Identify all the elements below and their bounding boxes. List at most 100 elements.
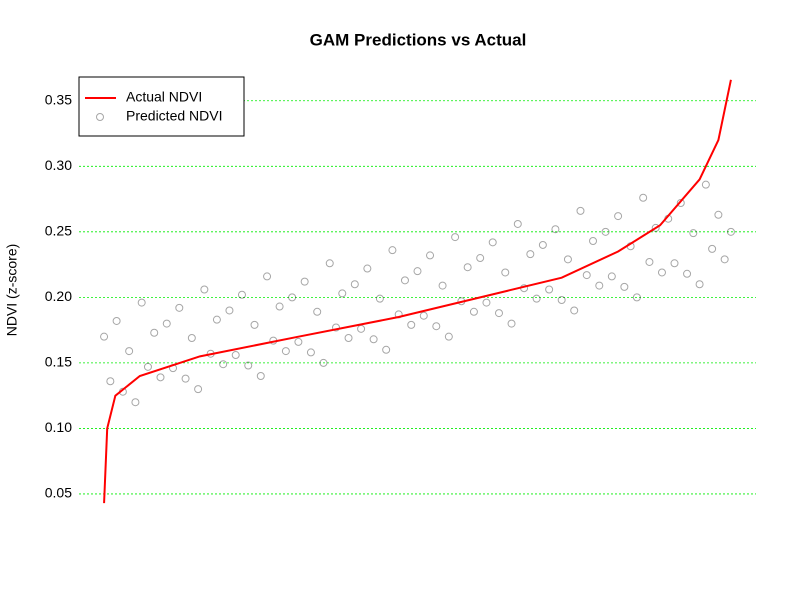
point xyxy=(476,254,485,263)
y-tick-label: 0.35 xyxy=(45,91,72,107)
point xyxy=(175,303,184,312)
point xyxy=(150,328,159,337)
point xyxy=(589,237,598,246)
point xyxy=(532,294,541,303)
point xyxy=(219,360,228,369)
point xyxy=(726,227,735,236)
legend-box xyxy=(78,76,245,137)
point xyxy=(557,295,566,304)
point xyxy=(695,280,704,289)
point xyxy=(714,210,723,219)
point xyxy=(187,333,196,342)
point xyxy=(426,251,435,260)
point xyxy=(469,307,478,316)
point xyxy=(689,229,698,238)
point xyxy=(545,285,554,294)
point xyxy=(413,267,422,276)
point xyxy=(131,398,140,407)
point xyxy=(670,259,679,268)
point xyxy=(708,244,717,253)
point xyxy=(363,264,372,273)
point xyxy=(256,372,265,381)
point xyxy=(676,198,685,207)
point xyxy=(338,289,347,298)
y-tick-label: 0.15 xyxy=(45,354,72,370)
point xyxy=(607,272,616,281)
lines xyxy=(103,79,732,504)
point xyxy=(639,193,648,202)
point xyxy=(632,293,641,302)
point xyxy=(595,281,604,290)
point xyxy=(407,320,416,329)
y-tick-label: 0.10 xyxy=(45,419,72,435)
point xyxy=(601,227,610,236)
point xyxy=(683,269,692,278)
y-tick-label: 0.05 xyxy=(45,485,72,501)
point xyxy=(194,385,203,394)
point xyxy=(494,309,503,318)
point xyxy=(306,348,315,357)
point xyxy=(382,345,391,354)
point xyxy=(313,307,322,316)
point xyxy=(288,293,297,302)
point xyxy=(526,250,535,259)
point xyxy=(657,268,666,277)
point xyxy=(551,225,560,234)
point xyxy=(507,319,516,328)
legend-swatch xyxy=(96,113,104,121)
point xyxy=(570,306,579,315)
point xyxy=(538,240,547,249)
legend-label: Actual NDVI xyxy=(126,89,202,105)
y-axis-label: NDVI (z-score) xyxy=(4,244,20,337)
point xyxy=(444,332,453,341)
point xyxy=(275,302,284,311)
point xyxy=(350,280,359,289)
point xyxy=(106,377,115,386)
point xyxy=(720,255,729,264)
point xyxy=(620,282,629,291)
point xyxy=(112,316,121,325)
point xyxy=(250,320,259,329)
points xyxy=(100,180,735,407)
point xyxy=(438,281,447,290)
point xyxy=(156,373,165,382)
point xyxy=(582,271,591,280)
point xyxy=(263,272,272,281)
point xyxy=(281,347,290,356)
point xyxy=(645,257,654,266)
point xyxy=(400,276,409,285)
point xyxy=(319,358,328,367)
point xyxy=(300,277,309,286)
y-tick-label: 0.20 xyxy=(45,288,72,304)
legend: Actual NDVI Predicted NDVI xyxy=(78,76,245,137)
chart-title: GAM Predictions vs Actual xyxy=(310,30,527,49)
point xyxy=(143,362,152,371)
point xyxy=(162,319,171,328)
point xyxy=(244,361,253,370)
line xyxy=(103,79,732,504)
point xyxy=(212,315,221,324)
point xyxy=(181,374,190,383)
point xyxy=(701,180,710,189)
point xyxy=(501,268,510,277)
point xyxy=(125,347,134,356)
point xyxy=(231,351,240,360)
point xyxy=(225,306,234,315)
point xyxy=(563,255,572,264)
point xyxy=(576,206,585,215)
point xyxy=(375,294,384,303)
point xyxy=(451,233,460,242)
point xyxy=(432,322,441,331)
point xyxy=(137,298,146,307)
point xyxy=(651,223,660,232)
point xyxy=(513,219,522,228)
point xyxy=(344,333,353,342)
point xyxy=(100,332,109,341)
point xyxy=(369,335,378,344)
point xyxy=(200,285,209,294)
point xyxy=(419,311,428,320)
grid: 0.05 0.10 0.15 0.20 0.25 0.30 0.35 xyxy=(45,91,756,501)
point xyxy=(294,337,303,346)
point xyxy=(614,212,623,221)
